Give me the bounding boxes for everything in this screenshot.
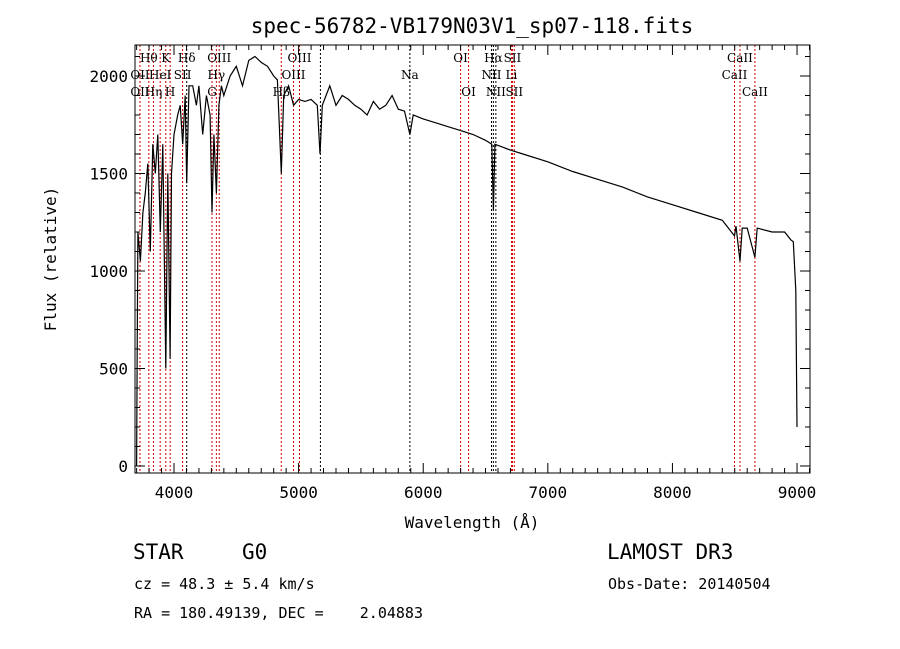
star-subclass: G0 (242, 540, 268, 564)
spectral-line-label: Na (401, 68, 419, 82)
spectral-line-label: H (165, 85, 175, 99)
spectral-line-label: CaII (722, 68, 748, 82)
spectrum-line (136, 55, 798, 467)
spectral-line-label: HeI (149, 68, 172, 82)
spectral-line-label: G (207, 85, 217, 99)
spectral-line-label: OII (130, 68, 150, 82)
spectral-line-label: SII (504, 51, 522, 65)
survey-label: LAMOST DR3 (607, 540, 734, 564)
spectral-line-label: Hγ (208, 68, 226, 82)
x-axis-label: Wavelength (Å) (405, 513, 540, 532)
spectral-line-label: Hα (484, 51, 503, 65)
spectral-line-label: OI (461, 85, 476, 99)
spectral-line-label: K (161, 51, 171, 65)
y-tick-label: 2000 (89, 67, 128, 86)
spectral-line-label: SII (505, 85, 523, 99)
obs-date-text: Obs-Date: 20140504 (608, 575, 771, 593)
spectral-line-label: OIII (207, 51, 231, 65)
spectral-line-label: Hβ (273, 85, 290, 99)
spectral-line-label: OIII (287, 51, 311, 65)
chart-title: spec-56782-VB179N03V1_sp07-118.fits (251, 14, 694, 38)
x-tick-label: 6000 (404, 483, 443, 502)
y-axis-label: Flux (relative) (41, 187, 60, 332)
spectral-line-label: NII (482, 68, 502, 82)
redshift-text: cz = 48.3 ± 5.4 km/s (134, 575, 315, 593)
x-tick-label: 9000 (778, 483, 817, 502)
y-tick-label: 1000 (89, 262, 128, 281)
spectral-line-label: Hθ (140, 51, 158, 65)
spectral-line-label: OI (453, 51, 468, 65)
x-tick-label: 5000 (279, 483, 318, 502)
axis-ticks: 4000 5000 6000 7000 8000 9000 0 500 1000 1500 2000 (89, 45, 816, 502)
spectral-line-label: OIII (281, 68, 305, 82)
spectral-line-label: Hδ (178, 51, 196, 65)
plot-frame (134, 44, 811, 474)
star-class: STAR (133, 540, 184, 564)
spectral-lines (139, 45, 756, 473)
x-tick-label: 4000 (155, 483, 194, 502)
spectral-line-label: SII (174, 68, 192, 82)
y-tick-label: 0 (118, 457, 128, 476)
y-tick-label: 500 (99, 359, 128, 378)
x-tick-label: 7000 (529, 483, 568, 502)
coordinates-text: RA = 180.49139, DEC = 2.04883 (134, 604, 423, 622)
spectral-line-labels: OIIHθOIIHηHeIKHSIIHδGHγOIIIHβOIIIOIIINaO… (130, 51, 768, 99)
y-tick-label: 1500 (89, 164, 128, 183)
x-tick-label: 8000 (653, 483, 692, 502)
spectral-line-label: CaII (742, 85, 768, 99)
spectral-line-label: Li (506, 68, 518, 82)
spectral-line-label: CaII (727, 51, 753, 65)
spectral-line-label: NII (486, 85, 506, 99)
spectral-line-label: Hη (145, 85, 163, 99)
